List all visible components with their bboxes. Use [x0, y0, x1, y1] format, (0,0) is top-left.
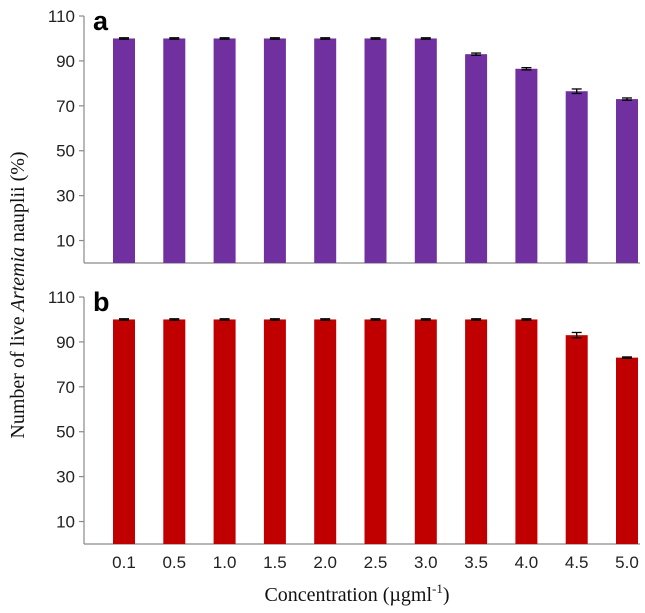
- y-tick-label: 110: [48, 7, 75, 26]
- y-tick-label: 110: [48, 288, 75, 307]
- y-tick-label: 90: [56, 333, 75, 352]
- y-axis-title-italic: Artemia: [7, 247, 29, 313]
- bar: [515, 319, 538, 544]
- x-tick-label: 5.0: [615, 553, 639, 572]
- bar: [364, 319, 387, 544]
- x-axis-title-main: Concentration (µgml: [264, 584, 432, 606]
- bar: [616, 99, 638, 263]
- panel-letter: a: [93, 6, 109, 36]
- bar: [213, 38, 236, 263]
- bar: [465, 319, 488, 544]
- y-axis-title: Number of live Artemia nauplii (%): [7, 151, 29, 438]
- bar: [113, 319, 135, 544]
- x-tick-label: 1.5: [263, 553, 287, 572]
- x-tick-label: 0.1: [112, 553, 136, 572]
- x-tick-labels: 0.1 0.5 1.0 1.5 2.0 2.5 3.0 3.5 4.0 4.5 5.0: [112, 553, 639, 572]
- x-tick-label: 2.0: [313, 553, 337, 572]
- panel-letter: b: [93, 287, 110, 317]
- bar: [565, 335, 588, 544]
- y-tick-label: 70: [56, 97, 75, 116]
- y-tick-label: 10: [56, 513, 75, 532]
- bar: [515, 68, 538, 263]
- x-axis-title-close: ): [443, 584, 450, 606]
- y-axis-title-suffix: nauplii (%): [7, 151, 29, 247]
- bar: [263, 38, 286, 263]
- y-tick-label: 70: [56, 378, 75, 397]
- bar: [314, 38, 337, 263]
- y-axis-title-prefix: Number of live: [7, 311, 29, 438]
- x-tick-label: 4.0: [515, 553, 539, 572]
- bar: [263, 319, 286, 544]
- x-tick-label: 3.0: [414, 553, 438, 572]
- y-tick-label: 90: [56, 52, 75, 71]
- bar: [414, 38, 437, 263]
- bar: [465, 54, 488, 263]
- bar: [414, 319, 437, 544]
- bar: [113, 38, 135, 263]
- x-tick-label: 1.0: [213, 553, 237, 572]
- y-tick-label: 50: [56, 423, 75, 442]
- y-tick-label: 50: [56, 142, 75, 161]
- panels: 10 30 50 70 90 110 a 10 30 50 70 90 110 b: [48, 6, 640, 545]
- bar: [314, 319, 337, 544]
- x-axis-title: Concentration (µgml-1): [264, 581, 449, 606]
- bar: [616, 357, 638, 544]
- bar: [565, 91, 588, 264]
- x-tick-label: 0.5: [162, 553, 186, 572]
- bar: [163, 319, 186, 544]
- bar: [213, 319, 236, 544]
- y-tick-label: 30: [56, 468, 75, 487]
- x-tick-label: 4.5: [565, 553, 589, 572]
- panel-a: 10 30 50 70 90 110 a: [48, 6, 640, 264]
- panel-b: 10 30 50 70 90 110 b: [48, 287, 640, 545]
- y-tick-label: 10: [56, 232, 75, 251]
- bar: [364, 38, 387, 263]
- x-axis-title-sup: -1: [432, 581, 443, 596]
- bar: [163, 38, 186, 263]
- y-tick-label: 30: [56, 187, 75, 206]
- x-tick-label: 2.5: [364, 553, 388, 572]
- x-tick-label: 3.5: [464, 553, 488, 572]
